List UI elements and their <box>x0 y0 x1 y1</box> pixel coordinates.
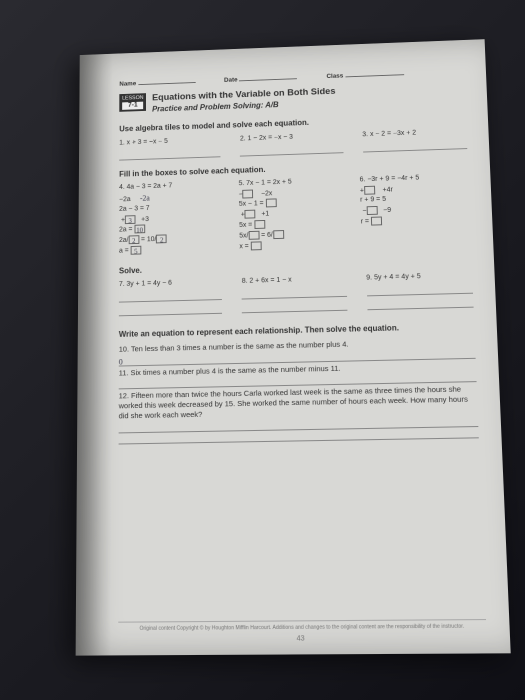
name-label: Name <box>119 81 136 88</box>
page-number: 43 <box>118 633 487 645</box>
date-label: Date <box>224 77 238 84</box>
question-6: 6. −3r + 9 = −4r + 5 + +4r r + 9 = 5 − −… <box>360 172 472 250</box>
page-binding-shadow <box>76 54 113 656</box>
question-3: 3. x − 2 = −3x + 2 <box>362 127 466 139</box>
section2-columns: 4. 4a − 3 = 2a + 7 −2a -2a 2a − 3 = 7 +3… <box>119 172 471 257</box>
lesson-tag: LESSON <box>122 96 143 102</box>
worksheet-page: Name Date Class LESSON 7-1 Equations wit… <box>76 39 511 655</box>
q10-hand: 0 <box>119 357 123 366</box>
q4-hand-1: 3 <box>125 215 136 224</box>
question-12: 12. Fifteen more than twice the hours Ca… <box>119 384 478 420</box>
question-1: 1. x + 3 = −x − 5 <box>119 135 220 147</box>
copyright-text: Original content Copyright © by Houghton… <box>118 624 486 633</box>
q4-hand-3: 2 <box>128 235 139 244</box>
section4: Write an equation to represent each rela… <box>119 322 479 444</box>
question-5: 5. 7x − 1 = 2x + 5 − −2x 5x − 1 = + +1 5… <box>239 176 348 253</box>
q4-hand-2: 10 <box>134 225 145 234</box>
question-8: 8. 2 + 6x = 1 − x <box>242 275 347 287</box>
q4-hand-0: -2a <box>140 193 150 202</box>
question-7: 7. 3y + 1 = 4y − 6 <box>119 278 222 290</box>
page-footer: Original content Copyright © by Houghton… <box>118 619 487 644</box>
question-9: 9. 5y + 4 = 4y + 5 <box>366 271 472 283</box>
class-label: Class <box>326 73 343 80</box>
q4-hand-4: 2 <box>156 235 167 244</box>
lesson-badge: LESSON 7-1 <box>119 94 146 112</box>
question-4: 4. 4a − 3 = 2a + 7 −2a -2a 2a − 3 = 7 +3… <box>119 180 226 257</box>
question-2: 2. 1 − 2x = −x − 3 <box>240 131 343 143</box>
q4-hand-5: 5 <box>131 246 142 255</box>
lesson-number: 7-1 <box>122 102 143 110</box>
